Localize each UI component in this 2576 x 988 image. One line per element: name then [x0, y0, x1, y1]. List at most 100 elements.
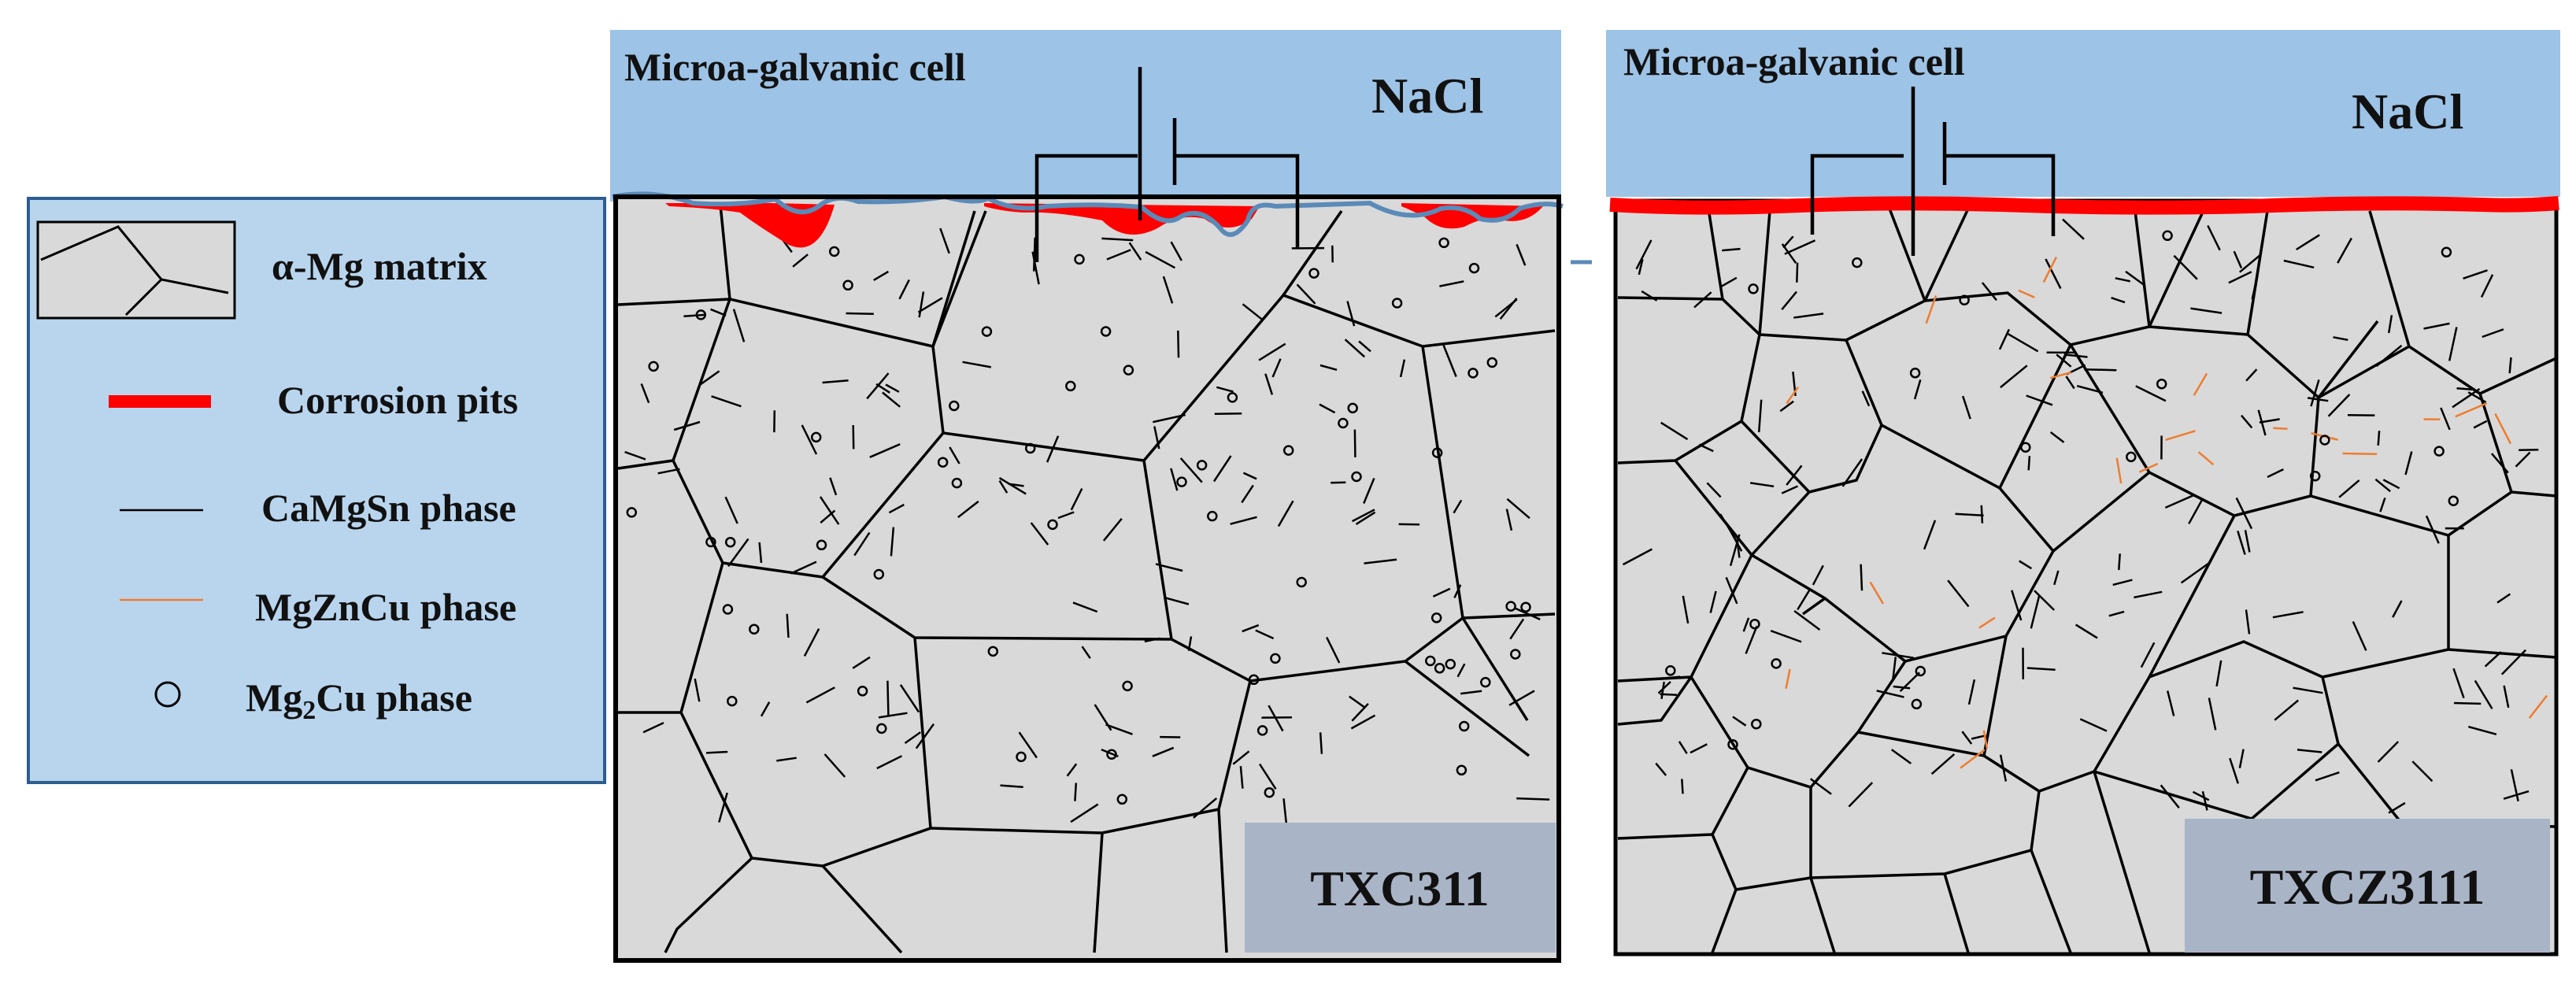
camgsn-particle	[2166, 690, 2175, 716]
camgsn-particle	[2190, 307, 2223, 314]
camgsn-particle	[1782, 235, 1794, 249]
camgsn-particle	[1081, 646, 1091, 659]
camgsn-particle	[820, 509, 836, 524]
camgsn-particle	[2387, 315, 2393, 334]
mgzncu-particle	[1786, 387, 1800, 405]
camgsn-particle	[2473, 420, 2488, 429]
camgsn-particle	[1698, 443, 1714, 453]
camgsn-particle	[2500, 649, 2526, 675]
camgsn-particle	[2377, 431, 2381, 446]
mg2cu-particle	[1296, 576, 1307, 588]
camgsn-particle	[1351, 703, 1369, 722]
camgsn-particle	[2045, 258, 2062, 290]
camgsn-particle	[2188, 498, 2204, 524]
panel-txcz3111: TXCZ3111 Microa-galvanic cell NaCl	[1606, 30, 2560, 957]
camgsn-particle	[2274, 699, 2300, 721]
camgsn-particle	[2026, 394, 2053, 406]
camgsn-particle	[705, 750, 728, 754]
camgsn-particle	[882, 391, 901, 408]
camgsn-particle	[998, 479, 1009, 494]
mg2cu-particle	[857, 686, 868, 697]
camgsn-particle	[1032, 237, 1036, 272]
camgsn-particle	[1657, 681, 1671, 694]
mg2cu-particle	[1430, 612, 1442, 624]
camgsn-particle	[1961, 731, 1973, 745]
camgsn-particle	[2297, 749, 2322, 753]
camgsn-particle	[2245, 609, 2251, 635]
camgsn-particle	[2490, 453, 2509, 474]
camgsn-particle	[2192, 790, 2210, 801]
mg2cu-particle	[1520, 601, 1531, 612]
camgsn-particle	[1179, 457, 1203, 483]
camgsn-particle	[1057, 511, 1075, 520]
mg2cu-particle	[1308, 268, 1319, 279]
camgsn-particle	[1212, 455, 1232, 483]
camgsn-particle	[885, 383, 900, 393]
camgsn-particle	[1350, 714, 1376, 730]
mg2cu-particle	[1351, 471, 1362, 483]
camgsn-particle	[1930, 753, 1956, 775]
camgsn-particle	[1967, 679, 1976, 705]
camgsn-particle	[1319, 732, 1323, 754]
mg2cu-particle	[1074, 253, 1085, 265]
mg2cu-particle	[1748, 283, 1759, 294]
camgsn-particle	[1352, 509, 1375, 523]
camgsn-particle	[1781, 485, 1799, 494]
camgsn-particle	[1399, 359, 1406, 378]
camgsn-particle	[1070, 488, 1083, 511]
mg2cu-particle	[1909, 368, 1921, 379]
camgsn-particle	[1187, 636, 1193, 651]
mgzncu-particle	[2018, 289, 2035, 298]
camgsn-particle	[1781, 290, 1797, 310]
camgsn-particle	[2379, 497, 2386, 513]
camgsn-particle	[727, 538, 749, 568]
camgsn-particle	[1509, 618, 1525, 640]
camgsn-particle	[1094, 704, 1112, 731]
camgsn-particle	[2453, 701, 2482, 705]
mg2cu-particle	[1024, 442, 1036, 454]
camgsn-particle	[801, 424, 818, 455]
mg2cu-particle	[1338, 417, 1349, 429]
camgsn-particle	[915, 723, 935, 749]
camgsn-particle	[1742, 617, 1750, 632]
camgsn-particle	[866, 372, 890, 400]
camgsn-particle	[2337, 237, 2352, 264]
camgsn-particle	[899, 684, 920, 713]
matrix-swatch	[36, 220, 236, 320]
camgsn-particle	[2062, 218, 2085, 240]
camgsn-particle	[1364, 558, 1397, 564]
mgzncu-particle	[2494, 413, 2512, 445]
camgsn-particle	[790, 561, 817, 575]
mg2cu-particle	[842, 279, 853, 291]
corrosion-pit-left-1	[665, 203, 835, 248]
camgsn-particle	[1797, 587, 1812, 611]
camgsn-particle	[803, 628, 820, 657]
camgsn-particle	[1101, 237, 1134, 242]
camgsn-particle	[1809, 778, 1832, 795]
mg2cu-particle	[1257, 725, 1268, 736]
mg2cu-particle	[1282, 445, 1294, 456]
mg2cu-particle	[1480, 676, 1491, 688]
mg2cu-particle	[1106, 749, 1117, 760]
camgsn-particle	[2164, 494, 2194, 509]
camgsn-particle	[640, 383, 650, 404]
camgsn-particle	[657, 468, 680, 475]
camgsn-particle	[1277, 500, 1294, 527]
camgsn-particle	[2237, 531, 2246, 555]
camgsn-particle	[1232, 750, 1250, 765]
camgsn-particle	[1661, 675, 1681, 680]
camgsn-particle	[2474, 679, 2493, 710]
mg2cu-particle	[1264, 786, 1275, 798]
mg2cu-particle	[1207, 510, 1218, 522]
mg2cu-particle	[987, 646, 999, 657]
camgsn-particle	[699, 370, 720, 386]
camgsn-particle	[1514, 607, 1541, 620]
legend-label-camgsn: CaMgSn phase	[261, 486, 516, 530]
camgsn-particle	[1319, 403, 1336, 414]
camgsn-particle	[2388, 801, 2406, 814]
mg2cu-particle	[1347, 402, 1358, 414]
second-phases-left	[624, 228, 1550, 829]
camgsn-particle	[876, 755, 902, 770]
camgsn-particle	[805, 686, 835, 704]
camgsn-particle	[2404, 451, 2413, 475]
